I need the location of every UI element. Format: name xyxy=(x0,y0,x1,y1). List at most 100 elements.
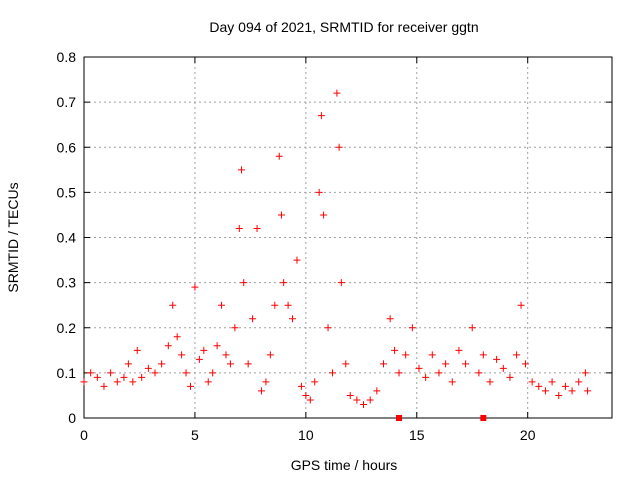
data-point xyxy=(275,152,283,160)
axis-ticks: 0 0.1 0.2 0.3 0.4 0.5 0.6 0.7 0.8 0 5 10 15 20 xyxy=(57,49,612,443)
y-tick-label: 0.2 xyxy=(57,320,77,336)
data-point xyxy=(293,256,301,264)
data-point xyxy=(222,351,230,359)
data-point xyxy=(448,378,456,386)
data-point xyxy=(528,378,536,386)
x-tick-label: 20 xyxy=(520,427,536,443)
data-point xyxy=(462,360,470,368)
data-point xyxy=(249,315,257,323)
data-point xyxy=(468,324,476,332)
y-tick-label: 0.6 xyxy=(57,139,77,155)
data-point xyxy=(493,355,501,363)
data-point xyxy=(280,279,288,287)
data-point xyxy=(428,351,436,359)
data-point xyxy=(442,360,450,368)
data-point xyxy=(213,342,221,350)
axis-marker xyxy=(396,415,403,421)
data-point xyxy=(87,369,95,377)
data-point xyxy=(244,360,252,368)
data-point xyxy=(320,211,328,219)
data-point xyxy=(257,387,265,395)
data-point xyxy=(238,166,246,174)
data-point xyxy=(373,387,381,395)
data-point xyxy=(584,387,592,395)
data-point xyxy=(209,369,217,377)
data-point xyxy=(561,382,569,390)
data-point xyxy=(548,378,556,386)
data-point xyxy=(107,369,115,377)
data-point xyxy=(506,373,514,381)
axis-marker xyxy=(480,415,487,421)
data-point xyxy=(379,360,387,368)
data-point xyxy=(311,378,319,386)
data-point xyxy=(93,373,101,381)
data-point xyxy=(120,373,128,381)
y-axis-label: SRMTID / TECUs xyxy=(5,182,21,292)
y-tick-label: 0.5 xyxy=(57,184,77,200)
data-point xyxy=(513,351,521,359)
data-point xyxy=(302,391,310,399)
data-point xyxy=(360,400,368,408)
data-point xyxy=(315,188,323,196)
data-point xyxy=(186,382,194,390)
data-point xyxy=(113,378,121,386)
y-tick-label: 0.4 xyxy=(57,230,77,246)
x-tick-label: 10 xyxy=(298,427,314,443)
data-point xyxy=(262,378,270,386)
data-point xyxy=(395,369,403,377)
data-point xyxy=(535,382,543,390)
data-point xyxy=(575,378,583,386)
x-tick-label: 15 xyxy=(409,427,425,443)
data-point xyxy=(144,364,152,372)
data-point xyxy=(178,351,186,359)
data-point xyxy=(191,283,199,291)
data-point xyxy=(266,351,274,359)
data-point xyxy=(555,391,563,399)
data-point xyxy=(317,112,325,120)
y-tick-label: 0.7 xyxy=(57,94,77,110)
x-tick-label: 5 xyxy=(191,427,199,443)
data-point xyxy=(422,373,430,381)
data-point xyxy=(289,315,297,323)
data-point xyxy=(333,89,341,97)
data-point xyxy=(455,346,463,354)
x-tick-label: 0 xyxy=(80,427,88,443)
y-tick-label: 0.8 xyxy=(57,49,77,65)
data-point xyxy=(129,378,137,386)
data-point xyxy=(402,351,410,359)
data-point xyxy=(581,369,589,377)
y-tick-label: 0.3 xyxy=(57,275,77,291)
data-point xyxy=(133,346,141,354)
data-point xyxy=(386,315,394,323)
grid-lines xyxy=(84,57,612,418)
data-point xyxy=(342,360,350,368)
data-point xyxy=(435,369,443,377)
data-point xyxy=(284,301,292,309)
data-point xyxy=(164,342,172,350)
data-point xyxy=(324,324,332,332)
data-point xyxy=(337,279,345,287)
data-point xyxy=(169,301,177,309)
series-srmtid xyxy=(80,89,592,408)
data-point xyxy=(173,333,181,341)
y-tick-label: 0.1 xyxy=(57,365,77,381)
data-point xyxy=(100,382,108,390)
y-tick-label: 0 xyxy=(68,410,76,426)
data-point xyxy=(415,364,423,372)
data-point xyxy=(353,396,361,404)
data-point xyxy=(231,324,239,332)
data-point xyxy=(182,369,190,377)
data-point xyxy=(328,369,336,377)
data-point xyxy=(297,382,305,390)
data-point xyxy=(235,224,243,232)
data-point xyxy=(499,364,507,372)
data-point xyxy=(541,387,549,395)
data-series xyxy=(80,89,592,421)
x-axis-label: GPS time / hours xyxy=(291,457,398,473)
data-point xyxy=(479,351,487,359)
data-point xyxy=(124,360,132,368)
data-point xyxy=(521,360,529,368)
data-point xyxy=(517,301,525,309)
data-point xyxy=(253,224,261,232)
